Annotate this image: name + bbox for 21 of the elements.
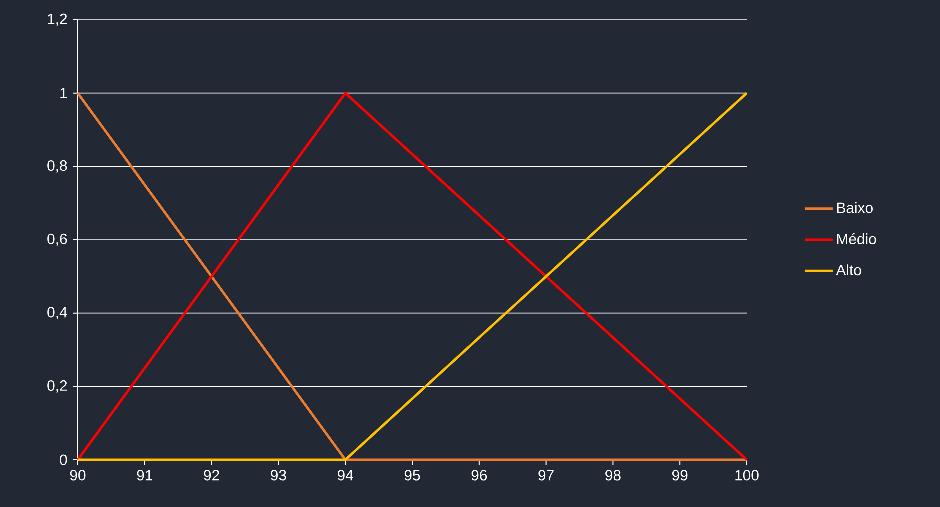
y-tick-label: 0,4 xyxy=(48,307,68,320)
x-tick-label: 100 xyxy=(736,470,759,481)
x-tick-label: 91 xyxy=(137,470,152,481)
y-tick-label: 0 xyxy=(60,454,68,466)
x-tick-label: 97 xyxy=(538,470,554,481)
x-tick-label: 95 xyxy=(404,470,420,481)
y-tick-label: 0,2 xyxy=(48,380,68,393)
y-tick-label: 0,8 xyxy=(48,160,68,173)
x-tick-label: 99 xyxy=(672,470,688,481)
x-tick-label: 90 xyxy=(70,470,86,481)
x-tick-label: 96 xyxy=(472,470,488,481)
y-tick-label: 0,6 xyxy=(48,234,68,246)
y-tick-label: 1,2 xyxy=(48,14,68,26)
legend-label: Baixo xyxy=(837,202,873,214)
x-tick-label: 94 xyxy=(338,470,354,481)
x-tick-label: 98 xyxy=(606,470,621,481)
x-tick-label: 93 xyxy=(271,470,286,481)
x-tick-label: 92 xyxy=(204,470,220,481)
y-tick-label: 1 xyxy=(60,88,68,98)
legend-label: Médio xyxy=(837,233,876,245)
legend-label: Alto xyxy=(836,264,862,276)
